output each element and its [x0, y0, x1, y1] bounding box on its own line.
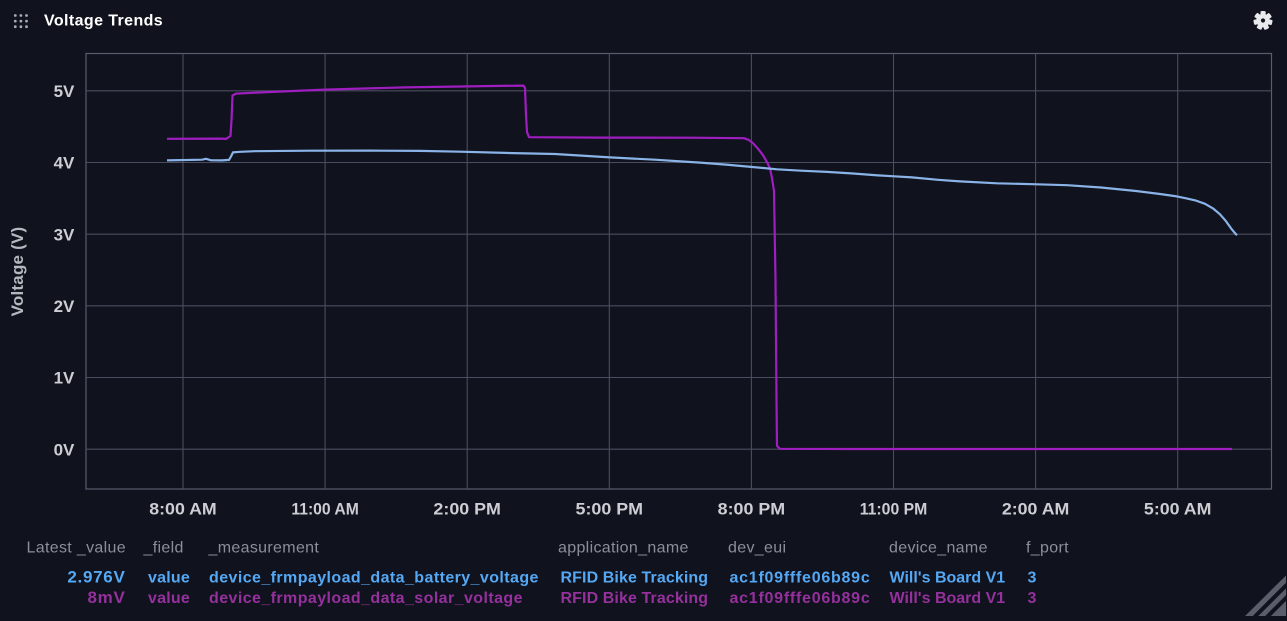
- svg-text:3V: 3V: [54, 225, 75, 244]
- svg-text:2V: 2V: [54, 297, 75, 316]
- svg-text:Latest _value: Latest _value: [27, 540, 126, 557]
- svg-text:device_name: device_name: [889, 540, 988, 557]
- svg-text:11:00 PM: 11:00 PM: [860, 500, 928, 519]
- svg-text:f_port: f_port: [1026, 540, 1069, 557]
- svg-text:ac1f09fffe06b89c: ac1f09fffe06b89c: [730, 570, 871, 587]
- svg-text:11:00 AM: 11:00 AM: [291, 500, 359, 519]
- svg-text:8:00 AM: 8:00 AM: [149, 500, 217, 519]
- svg-text:Will's Board V1: Will's Board V1: [890, 590, 1006, 607]
- svg-text:device_frmpayload_data_solar_v: device_frmpayload_data_solar_voltage: [209, 590, 523, 607]
- svg-text:RFID Bike Tracking: RFID Bike Tracking: [561, 570, 709, 587]
- svg-text:3: 3: [1028, 590, 1037, 607]
- svg-text:4V: 4V: [54, 154, 75, 173]
- svg-text:value: value: [148, 570, 190, 587]
- svg-text:8:00 PM: 8:00 PM: [718, 500, 786, 519]
- svg-text:dev_eui: dev_eui: [728, 540, 786, 557]
- svg-text:_field: _field: [143, 540, 184, 557]
- svg-text:_measurement: _measurement: [208, 540, 320, 557]
- svg-text:device_frmpayload_data_battery: device_frmpayload_data_battery_voltage: [209, 570, 539, 587]
- svg-text:8mV: 8mV: [87, 588, 125, 607]
- svg-text:5:00 PM: 5:00 PM: [576, 500, 644, 519]
- svg-text:0V: 0V: [54, 440, 75, 459]
- svg-text:ac1f09fffe06b89c: ac1f09fffe06b89c: [730, 590, 871, 607]
- svg-text:5V: 5V: [54, 82, 75, 101]
- svg-text:Voltage (V): Voltage (V): [8, 227, 27, 317]
- svg-text:2.976V: 2.976V: [67, 568, 125, 587]
- svg-text:1V: 1V: [54, 369, 75, 388]
- svg-text:Will's Board V1: Will's Board V1: [890, 570, 1006, 587]
- svg-text:2:00 PM: 2:00 PM: [433, 500, 501, 519]
- svg-text:2:00 AM: 2:00 AM: [1002, 500, 1070, 519]
- svg-text:5:00 AM: 5:00 AM: [1144, 500, 1212, 519]
- svg-text:application_name: application_name: [558, 540, 689, 557]
- svg-text:RFID Bike Tracking: RFID Bike Tracking: [561, 590, 709, 607]
- svg-text:3: 3: [1028, 570, 1037, 587]
- svg-text:value: value: [148, 590, 190, 607]
- svg-text:Voltage Trends: Voltage Trends: [44, 13, 163, 30]
